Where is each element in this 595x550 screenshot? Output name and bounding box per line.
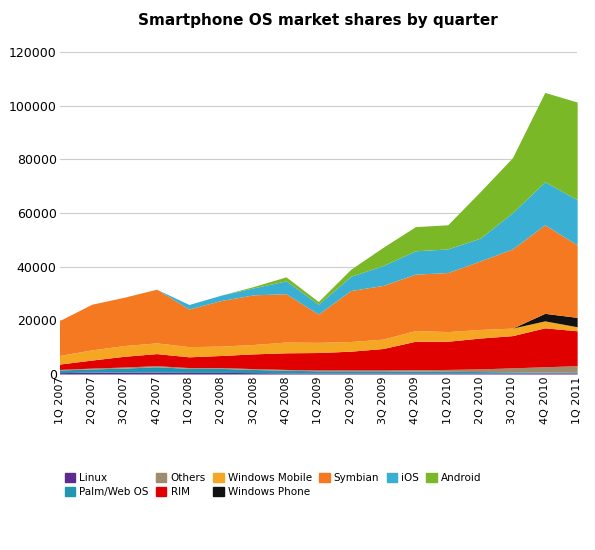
Title: Smartphone OS market shares by quarter: Smartphone OS market shares by quarter (139, 13, 498, 28)
Legend: Linux, Palm/Web OS, Others, RIM, Windows Mobile, Windows Phone, Symbian, iOS, An: Linux, Palm/Web OS, Others, RIM, Windows… (65, 473, 481, 497)
